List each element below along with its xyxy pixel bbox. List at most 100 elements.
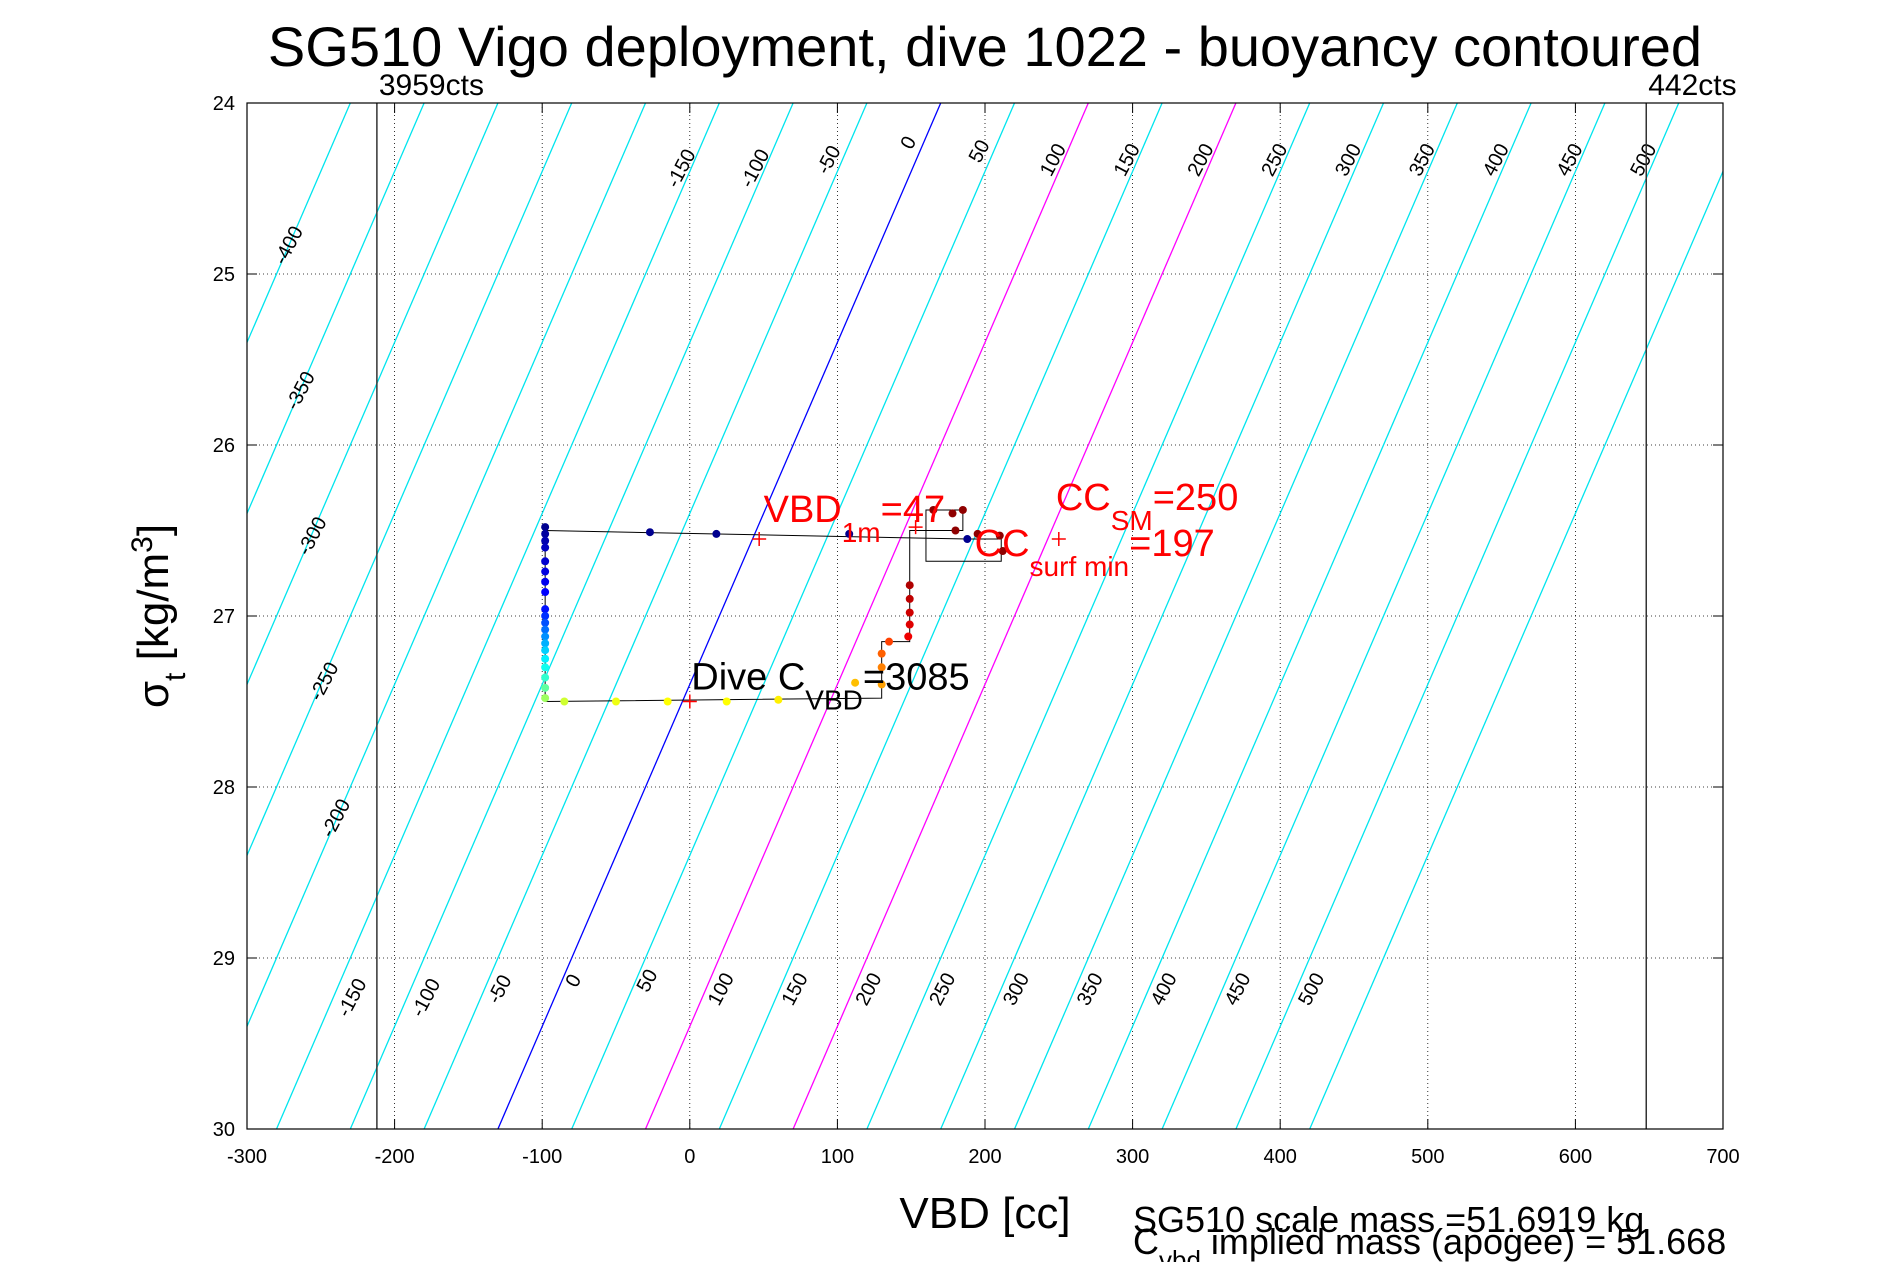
dive-point <box>541 663 550 672</box>
contour-label: -400 <box>270 223 308 269</box>
contour-label: -250 <box>305 659 343 705</box>
contour-line <box>571 103 1016 1129</box>
dive-points <box>541 505 1007 706</box>
dive-point <box>541 588 550 597</box>
contour-line <box>275 103 720 1129</box>
annotation-value: =47 <box>881 489 945 531</box>
contour-label: 450 <box>1553 140 1588 180</box>
contour-label: 200 <box>851 969 886 1009</box>
x-tick-label: -200 <box>375 1146 415 1168</box>
dive-point <box>663 697 672 706</box>
y-axis-label: σt [kg/m3] <box>126 524 192 708</box>
y-axis-ticks: 24 25 26 27 28 29 30 <box>213 93 1723 1141</box>
buoyancy-contours <box>247 103 1723 1129</box>
dive-point <box>541 618 550 627</box>
dive-point <box>905 608 914 617</box>
dive-point <box>722 697 731 706</box>
contour-label: 100 <box>704 969 739 1009</box>
dive-point <box>963 535 972 544</box>
contour-label: 250 <box>925 969 960 1009</box>
contour-line <box>644 103 1089 1129</box>
y-axis-label-symbol: σ <box>129 681 178 708</box>
plus-marker <box>1051 532 1066 547</box>
contour-label: 500 <box>1626 140 1661 180</box>
x-tick-label: 400 <box>1264 1146 1297 1168</box>
contour-line <box>497 103 942 1129</box>
x-tick-label: 200 <box>968 1146 1001 1168</box>
contour-label: -100 <box>736 146 774 192</box>
grid-lines <box>247 103 1723 1129</box>
y-tick-label: 25 <box>213 264 235 286</box>
contour-line <box>940 103 1385 1129</box>
dive-point <box>877 663 886 672</box>
x-tick-label: 0 <box>684 1146 695 1168</box>
dive-point <box>541 683 550 692</box>
plus-marker <box>908 520 923 535</box>
vbd-limit-label: 3959cts <box>379 69 484 102</box>
contour-label: 300 <box>1331 140 1366 180</box>
dive-point <box>541 605 550 614</box>
y-tick-label: 26 <box>213 435 235 457</box>
dive-point <box>541 646 550 655</box>
contour-label: -150 <box>662 146 700 192</box>
dive-point <box>904 632 913 641</box>
x-tick-label: 100 <box>821 1146 854 1168</box>
annotation: CCsurf min=197 <box>975 523 1215 582</box>
footer-scale-mass: SG510 scale mass =51.6919 kg <box>1133 1199 1644 1240</box>
contour-line <box>247 103 573 858</box>
contour-label: 450 <box>1220 969 1255 1009</box>
x-tick-label: -300 <box>227 1146 267 1168</box>
contour-label: -100 <box>407 975 445 1021</box>
dive-point <box>560 697 569 706</box>
contour-line <box>247 103 647 1029</box>
y-tick-label: 29 <box>213 948 235 970</box>
contour-label: 200 <box>1184 140 1219 180</box>
dive-point <box>541 612 550 620</box>
contour-line <box>792 103 1237 1129</box>
dive-point <box>905 581 914 590</box>
dive-point <box>998 547 1007 556</box>
annotation-main: VBD <box>764 489 842 531</box>
x-tick-label: 300 <box>1116 1146 1149 1168</box>
dive-point <box>541 654 550 663</box>
contour-label: 50 <box>965 136 995 166</box>
dive-point <box>905 620 914 629</box>
dive-point <box>541 529 550 538</box>
contour-label: 250 <box>1257 140 1292 180</box>
plus-marker <box>752 532 767 547</box>
contour-line <box>349 103 794 1129</box>
contour-label: -150 <box>333 975 371 1021</box>
dive-point <box>541 557 550 566</box>
contour-label: 0 <box>561 971 586 991</box>
contour-labels: -400 -350 -300 -250 -200 -150 -100 -50 0 50 100 150… <box>270 133 1662 1021</box>
dive-point <box>774 695 783 704</box>
contour-label: 400 <box>1479 140 1514 180</box>
dive-point <box>541 673 550 682</box>
contour-label: 50 <box>633 966 663 996</box>
y-axis-label-units: [kg/m <box>129 553 178 673</box>
contour-label: -50 <box>813 142 846 178</box>
contour-label: -50 <box>484 971 517 1007</box>
dive-point <box>541 625 550 634</box>
dive-point <box>845 529 854 538</box>
dive-point <box>948 509 957 518</box>
contour-label: 500 <box>1294 969 1329 1009</box>
contour-label: 0 <box>897 133 922 153</box>
dive-trace-line <box>544 509 1002 703</box>
contour-line <box>247 103 425 516</box>
y-axis-label-close: ] <box>129 524 178 536</box>
vbd-limit-label: 442cts <box>1648 69 1736 102</box>
y-tick-label: 27 <box>213 606 235 628</box>
annotation-sub: SM <box>1111 505 1153 536</box>
annotation-value: =197 <box>1129 523 1215 565</box>
dive-point <box>541 577 550 586</box>
x-tick-label: -100 <box>522 1146 562 1168</box>
dive-point <box>973 529 982 538</box>
contour-line <box>247 103 499 687</box>
dive-point <box>958 505 967 514</box>
footer-implied-text: implied mass (apogee) = 51.668 <box>1201 1221 1726 1262</box>
dive-point <box>885 637 894 646</box>
contour-line <box>423 103 868 1129</box>
